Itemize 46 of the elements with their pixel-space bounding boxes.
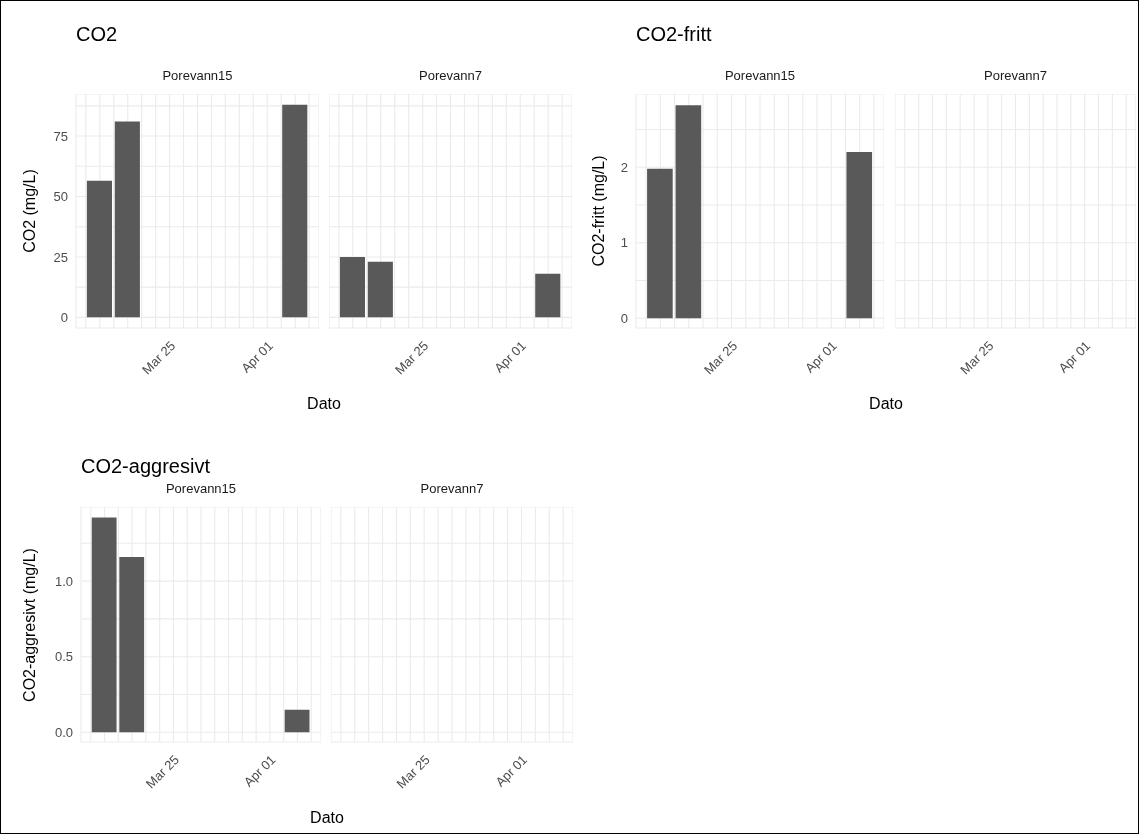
x-tick-label: Mar 25 bbox=[139, 338, 179, 378]
bar bbox=[86, 180, 112, 318]
x-tick-label: Apr 01 bbox=[802, 338, 840, 376]
y-tick-label: 0.5 bbox=[54, 649, 73, 665]
bar bbox=[846, 152, 873, 319]
x-axis-title: Dato bbox=[868, 395, 904, 413]
y-tick-label: 75 bbox=[53, 128, 68, 144]
x-tick-label: Apr 01 bbox=[238, 338, 276, 376]
y-axis-title: CO2 (mg/L) bbox=[21, 168, 39, 255]
x-tick-label: Mar 25 bbox=[142, 752, 183, 792]
bar bbox=[284, 709, 310, 733]
y-tick-label: 0 bbox=[60, 309, 68, 325]
bar bbox=[91, 517, 117, 733]
chart-subtitle: Porevann7 bbox=[419, 481, 485, 496]
y-tick-label: 0 bbox=[620, 310, 628, 326]
chart-subtitle: Porevann15 bbox=[161, 68, 234, 83]
y-axis-title: CO2-fritt (mg/L) bbox=[590, 154, 608, 269]
x-tick-label: Apr 01 bbox=[491, 338, 529, 376]
bar bbox=[119, 556, 145, 733]
y-tick-label: 1 bbox=[620, 235, 628, 251]
x-tick-label: Apr 01 bbox=[240, 752, 279, 790]
y-tick-label: 0.0 bbox=[54, 724, 73, 740]
chart-title: CO2-aggresivt bbox=[81, 455, 210, 478]
x-tick-label: Mar 25 bbox=[392, 338, 432, 378]
x-tick-label: Mar 25 bbox=[700, 338, 741, 378]
chart-subtitle: Porevann7 bbox=[983, 68, 1048, 83]
chart-title: CO2 bbox=[76, 23, 118, 46]
x-axis-title: Dato bbox=[306, 395, 342, 413]
x-tick-label: Apr 01 bbox=[1055, 338, 1094, 376]
x-axis-title: Dato bbox=[309, 809, 345, 827]
y-tick-label: 25 bbox=[53, 249, 68, 265]
chart-subtitle: Porevann15 bbox=[723, 68, 797, 83]
y-tick-label: 50 bbox=[53, 189, 68, 205]
y-tick-label: 2 bbox=[620, 159, 628, 175]
bar bbox=[675, 105, 702, 319]
y-axis-title: CO2-aggresivt (mg/L) bbox=[21, 546, 39, 704]
chart-subtitle: Porevann15 bbox=[164, 481, 238, 496]
y-tick-label: 1.0 bbox=[54, 573, 73, 589]
x-tick-label: Apr 01 bbox=[492, 752, 531, 790]
x-tick-label: Mar 25 bbox=[393, 752, 433, 792]
bar bbox=[282, 104, 308, 318]
chart-subtitle: Porevann7 bbox=[418, 68, 483, 83]
chart-title: CO2-fritt bbox=[636, 23, 712, 46]
x-tick-label: Mar 25 bbox=[957, 338, 997, 378]
bar bbox=[647, 168, 673, 319]
bar bbox=[114, 121, 140, 318]
